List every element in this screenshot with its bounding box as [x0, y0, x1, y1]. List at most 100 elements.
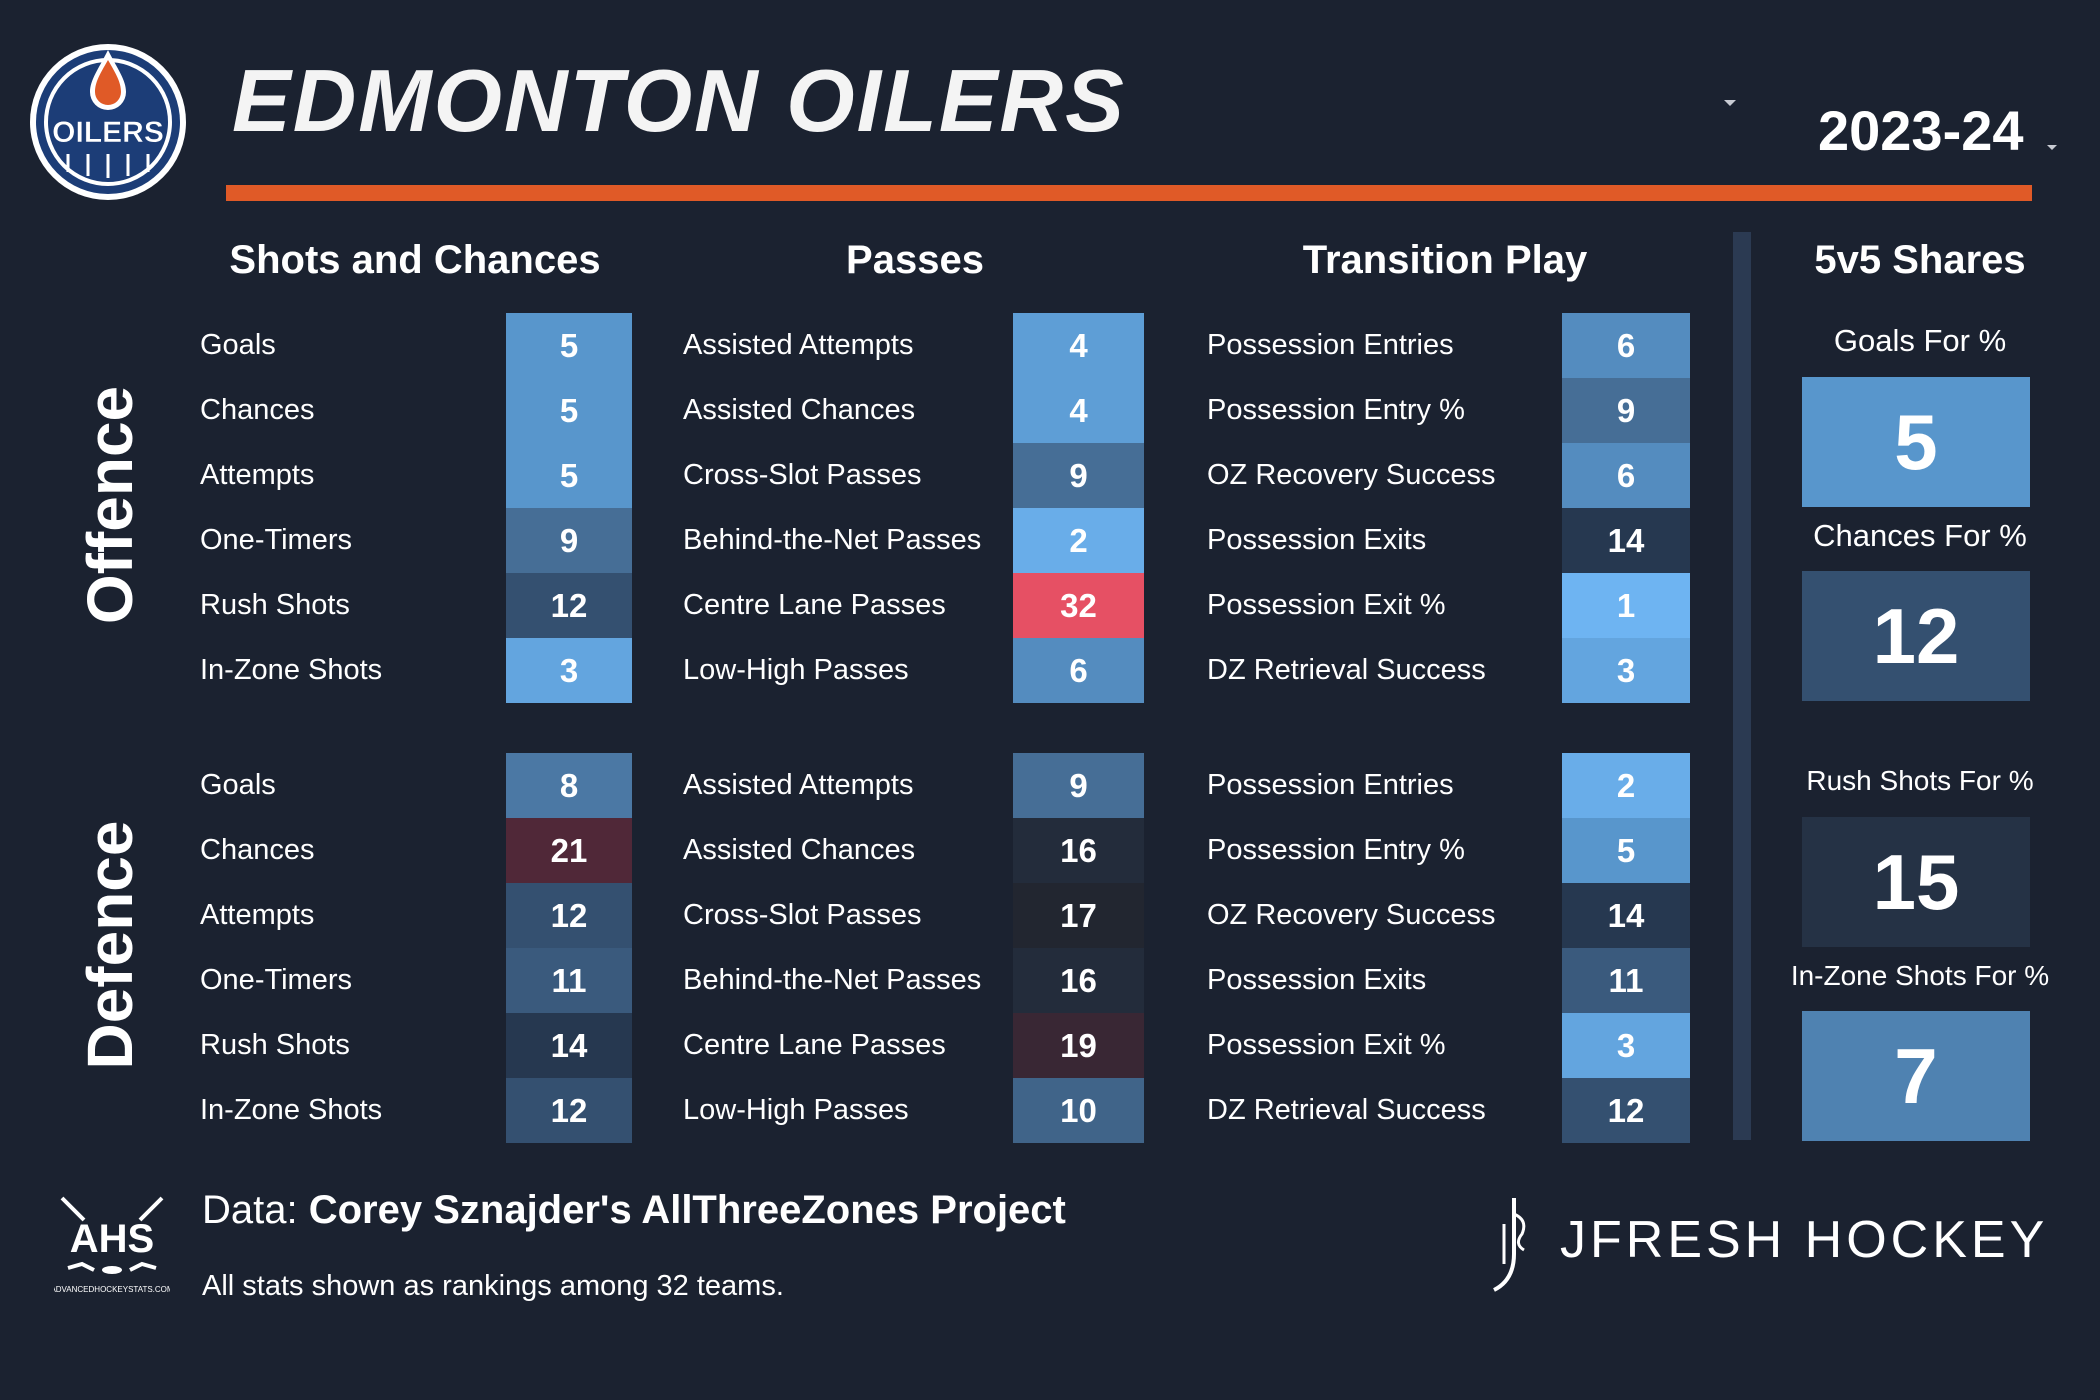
- column-divider: [1733, 232, 1751, 1140]
- offence-transition-rank-cell: 9: [1562, 378, 1690, 443]
- offence-shots-label: Goals: [200, 329, 276, 361]
- offence-transition-rank-cell: 1: [1562, 573, 1690, 638]
- offence-passes-rank-cell: 4: [1013, 313, 1144, 378]
- rank-note: All stats shown as rankings among 32 tea…: [202, 1270, 784, 1302]
- defence-passes-label: Assisted Attempts: [683, 769, 914, 801]
- offence-passes-label: Behind-the-Net Passes: [683, 524, 982, 556]
- defence-shots-label: Goals: [200, 769, 276, 801]
- offence-shots-rank-cell: 5: [506, 313, 632, 378]
- defence-transition-rank-cell: 11: [1562, 948, 1690, 1013]
- defence-shots-label: Attempts: [200, 899, 315, 931]
- share-label: Goals For %: [1833, 323, 2007, 358]
- defence-shots-label: Rush Shots: [200, 1029, 350, 1061]
- offence-passes-label: Low-High Passes: [683, 654, 909, 686]
- share-label: In-Zone Shots For %: [1790, 960, 2050, 991]
- defence-transition-rank-cell: 5: [1562, 818, 1690, 883]
- offence-shots-label: Chances: [200, 394, 315, 426]
- offence-passes-rank-cell: 4: [1013, 378, 1144, 443]
- oilers-logo: OILERS: [30, 44, 186, 200]
- offence-passes-rank-cell: 32: [1013, 573, 1144, 638]
- offence-transition-label: DZ Retrieval Success: [1207, 654, 1486, 686]
- defence-transition-label: OZ Recovery Success: [1207, 899, 1496, 931]
- offence-transition-rank-cell: 6: [1562, 313, 1690, 378]
- data-source-name: Corey Sznajder's AllThreeZones Project: [308, 1188, 1066, 1232]
- defence-shots-rank-cell: 12: [506, 883, 632, 948]
- defence-shots-rank-cell: 12: [506, 1078, 632, 1143]
- defence-passes-rank-cell: 19: [1013, 1013, 1144, 1078]
- side-label-defence: Defence: [74, 820, 146, 1070]
- offence-transition-label: OZ Recovery Success: [1207, 459, 1496, 491]
- ahs-logo: AHS ADVANCEDHOCKEYSTATS.COM: [54, 1196, 170, 1294]
- share-label: Rush Shots For %: [1806, 765, 2034, 796]
- offence-passes-label: Assisted Chances: [683, 394, 916, 426]
- season-selector-value[interactable]: 2023-24: [1818, 99, 2024, 162]
- defence-passes-label: Assisted Chances: [683, 834, 916, 866]
- defence-transition-rank-cell: 2: [1562, 753, 1690, 818]
- defence-transition-label: Possession Exits: [1207, 964, 1427, 996]
- offence-passes-rank-cell: 9: [1013, 443, 1144, 508]
- offence-transition-label: Possession Exits: [1207, 524, 1427, 556]
- season-dropdown-chevron-icon[interactable]: [2044, 142, 2060, 154]
- offence-shots-label: Attempts: [200, 459, 315, 491]
- defence-passes-rank-cell: 16: [1013, 948, 1144, 1013]
- svg-text:OILERS: OILERS: [52, 116, 164, 149]
- defence-shots-rank-cell: 11: [506, 948, 632, 1013]
- offence-shots-label: Rush Shots: [200, 589, 350, 621]
- offence-transition-label: Possession Entries: [1207, 329, 1454, 361]
- defence-shots-label: In-Zone Shots: [200, 1094, 383, 1126]
- defence-shots-label: One-Timers: [200, 964, 352, 996]
- defence-transition-label: Possession Entries: [1207, 769, 1454, 801]
- defence-shots-rank-cell: 8: [506, 753, 632, 818]
- section-title-shots: Shots and Chances: [229, 238, 601, 282]
- offence-shots-label: One-Timers: [200, 524, 352, 556]
- offence-passes-label: Centre Lane Passes: [683, 589, 946, 621]
- offence-shots-rank-cell: 5: [506, 443, 632, 508]
- data-source-line: Data: Corey Sznajder's AllThreeZones Pro…: [202, 1188, 1066, 1233]
- section-title-transition: Transition Play: [1302, 238, 1588, 282]
- defence-transition-label: Possession Exit %: [1207, 1029, 1446, 1061]
- defence-transition-label: DZ Retrieval Success: [1207, 1094, 1486, 1126]
- defence-passes-label: Centre Lane Passes: [683, 1029, 946, 1061]
- defence-transition-rank-cell: 12: [1562, 1078, 1690, 1143]
- offence-shots-rank-cell: 3: [506, 638, 632, 703]
- offence-passes-label: Assisted Attempts: [683, 329, 914, 361]
- side-label-offence: Offence: [74, 385, 146, 625]
- offence-shots-rank-cell: 12: [506, 573, 632, 638]
- share-rank-box: 12: [1802, 571, 2030, 701]
- share-label: Chances For %: [1813, 518, 2027, 553]
- offence-passes-label: Cross-Slot Passes: [683, 459, 922, 491]
- defence-passes-rank-cell: 16: [1013, 818, 1144, 883]
- offence-passes-rank-cell: 2: [1013, 508, 1144, 573]
- offence-transition-label: Possession Exit %: [1207, 589, 1446, 621]
- defence-passes-rank-cell: 9: [1013, 753, 1144, 818]
- header-accent-bar: [226, 185, 2032, 201]
- team-dropdown-chevron-icon[interactable]: [1720, 96, 1740, 110]
- section-title-passes: Passes: [846, 238, 984, 282]
- defence-shots-rank-cell: 14: [506, 1013, 632, 1078]
- data-prefix: Data:: [202, 1188, 309, 1232]
- offence-shots-rank-cell: 5: [506, 378, 632, 443]
- defence-passes-label: Behind-the-Net Passes: [683, 964, 982, 996]
- defence-passes-rank-cell: 17: [1013, 883, 1144, 948]
- offence-shots-label: In-Zone Shots: [200, 654, 383, 686]
- defence-shots-rank-cell: 21: [506, 818, 632, 883]
- defence-passes-label: Cross-Slot Passes: [683, 899, 922, 931]
- svg-text:ADVANCEDHOCKEYSTATS.COM: ADVANCEDHOCKEYSTATS.COM: [54, 1285, 170, 1294]
- share-rank-box: 15: [1802, 817, 2030, 947]
- defence-transition-label: Possession Entry %: [1207, 834, 1465, 866]
- defence-transition-rank-cell: 14: [1562, 883, 1690, 948]
- offence-shots-rank-cell: 9: [506, 508, 632, 573]
- defence-shots-label: Chances: [200, 834, 315, 866]
- share-rank-box: 5: [1802, 377, 2030, 507]
- team-selector-value[interactable]: EDMONTON OILERS: [232, 51, 1126, 150]
- defence-passes-label: Low-High Passes: [683, 1094, 909, 1126]
- jfresh-mark-icon: [1493, 1198, 1526, 1292]
- section-title-shares: 5v5 Shares: [1814, 238, 2026, 282]
- offence-transition-rank-cell: 14: [1562, 508, 1690, 573]
- defence-transition-rank-cell: 3: [1562, 1013, 1690, 1078]
- share-rank-box: 7: [1802, 1011, 2030, 1141]
- defence-passes-rank-cell: 10: [1013, 1078, 1144, 1143]
- offence-transition-label: Possession Entry %: [1207, 394, 1465, 426]
- offence-passes-rank-cell: 6: [1013, 638, 1144, 703]
- svg-text:AHS: AHS: [70, 1217, 154, 1261]
